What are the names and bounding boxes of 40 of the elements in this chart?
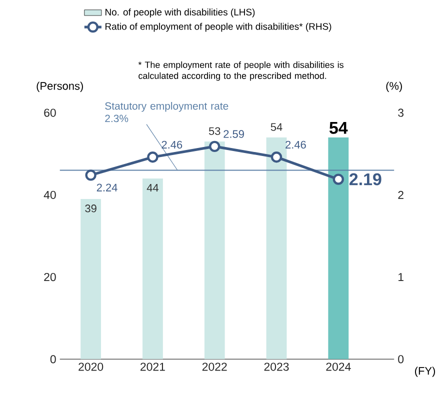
y2-tick-label: 1 [398, 273, 404, 281]
legend-label: Ratio of employment of people with disabilities* (RHS) [106, 22, 332, 32]
data-label: 39 [85, 204, 96, 212]
y-tick-label: 60 [44, 108, 56, 117]
y2-tick-label: 2 [398, 190, 404, 199]
text: * The employment rate of people with disabilities is calculated according to the prescribed method. [138, 61, 344, 81]
y2-axis-title: (%) [386, 82, 402, 92]
data-label: 2.24 [96, 184, 118, 192]
data-label: 44 [146, 184, 158, 192]
bar [328, 137, 349, 360]
x-tick-label: 2020 [78, 362, 104, 371]
y-tick-label: 40 [44, 190, 56, 199]
point [270, 151, 282, 163]
bar [80, 198, 102, 360]
y-tick-label: 20 [44, 272, 56, 282]
x-tick-label: 2021 [140, 362, 165, 371]
data-label: 2.59 [224, 130, 244, 138]
point [332, 174, 344, 185]
point [85, 170, 96, 181]
bar [142, 178, 163, 360]
ref-line-label: Statutory employment rate 2.3% [105, 102, 228, 122]
x-tick-label: 2023 [264, 362, 289, 371]
point [209, 140, 220, 152]
data-label: 54 [270, 123, 282, 131]
data-label: 54 [329, 122, 348, 134]
x-tick-label: 2022 [202, 362, 227, 371]
y-axis-title: (Persons) [36, 82, 83, 92]
data-label: 53 [208, 127, 220, 135]
data-label: 2.19 [350, 173, 382, 186]
bar [266, 137, 287, 360]
point [147, 151, 158, 163]
y2-tick-label: 3 [398, 108, 404, 117]
x-axis-title: (FY) [415, 366, 435, 377]
x-tick-label: 2024 [326, 362, 351, 371]
legend-label: No. of people with disabilities (LHS) [106, 8, 255, 18]
data-label: 2.46 [286, 140, 306, 149]
y-tick-label: 0 [50, 355, 56, 364]
bar [204, 141, 225, 360]
data-label: 2.46 [162, 140, 182, 149]
y2-tick-label: 0 [398, 355, 404, 364]
